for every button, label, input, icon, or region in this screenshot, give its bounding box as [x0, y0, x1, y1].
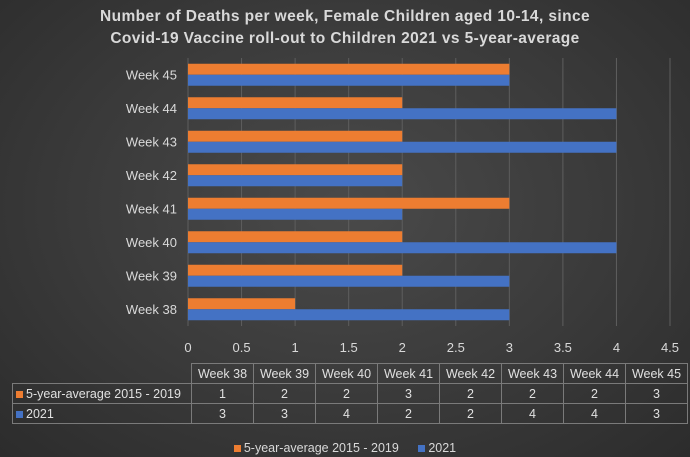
bar [188, 197, 510, 209]
data-table-cell: 3 [377, 383, 440, 404]
legend-item-2021: 2021 [418, 441, 456, 455]
chart-title: Number of Deaths per week, Female Childr… [0, 6, 690, 50]
bar [188, 141, 617, 153]
y-category-label: Week 41 [126, 201, 177, 216]
legend-swatch [233, 445, 241, 453]
data-table-cell: 2 [439, 383, 502, 404]
x-tick-label: 0.5 [233, 340, 251, 355]
legend-label: 2021 [428, 441, 457, 455]
y-category-label: Week 44 [126, 101, 177, 116]
chart-title-line-1: Number of Deaths per week, Female Childr… [99, 8, 591, 25]
bar [188, 130, 403, 142]
chart-legend: 5-year-average 2015 - 2019 2021 [0, 441, 690, 455]
bar [188, 97, 403, 109]
data-table-header: Week 43 [501, 363, 564, 384]
bar [188, 231, 403, 243]
bar [188, 164, 403, 176]
data-table-series-label: 5-year-average 2015 - 2019 [12, 383, 192, 404]
data-table-corner [12, 363, 192, 384]
data-table-cell: 4 [563, 403, 626, 424]
data-table-cell: 3 [625, 403, 688, 424]
x-tick-label: 0 [184, 340, 191, 355]
data-table-series-label: 2021 [12, 403, 192, 424]
x-tick-label: 3 [506, 340, 513, 355]
bar [188, 242, 617, 254]
data-table-cell: 3 [625, 383, 688, 404]
data-table-cell: 3 [191, 403, 254, 424]
bar [188, 175, 403, 187]
data-table-header: Week 39 [253, 363, 316, 384]
data-table-cell: 3 [253, 403, 316, 424]
data-table-header: Week 40 [315, 363, 378, 384]
chart-title-line-2: Covid-19 Vaccine roll-out to Children 20… [110, 30, 580, 47]
bar [188, 208, 403, 220]
data-table-header: Week 44 [563, 363, 626, 384]
bar [188, 74, 510, 86]
data-table-cell: 2 [439, 403, 502, 424]
y-category-label: Week 45 [126, 67, 177, 82]
legend-item-avg: 5-year-average 2015 - 2019 [233, 441, 399, 455]
x-tick-label: 4.5 [661, 340, 679, 355]
series-name-2021: 2021 [26, 406, 54, 421]
y-category-label: Week 38 [126, 302, 177, 317]
data-table-cell: 2 [501, 383, 564, 404]
data-table-row-avg: 5-year-average 2015 - 2019 1 2 2 3 2 2 2… [12, 383, 688, 404]
data-table-header: Week 38 [191, 363, 254, 384]
x-tick-label: 3.5 [554, 340, 572, 355]
y-category-label: Week 39 [126, 268, 177, 283]
x-tick-label: 4 [613, 340, 620, 355]
data-table-header: Week 42 [439, 363, 502, 384]
bar [188, 264, 403, 276]
x-tick-label: 1.5 [340, 340, 358, 355]
legend-swatch-2021 [16, 410, 23, 418]
y-category-label: Week 43 [126, 134, 177, 149]
bar [188, 298, 296, 310]
data-table-row-2021: 2021 3 3 4 2 2 4 4 3 [12, 403, 688, 424]
series-name-avg: 5-year-average 2015 - 2019 [26, 386, 181, 401]
data-table-cell: 1 [191, 383, 254, 404]
legend-swatch-avg [16, 390, 23, 398]
data-table-header: Week 41 [377, 363, 440, 384]
bar [188, 275, 510, 287]
data-table-header: Week 45 [625, 363, 688, 384]
legend-label: 5-year-average 2015 - 2019 [243, 441, 399, 455]
data-table-cell: 2 [563, 383, 626, 404]
bar [188, 63, 510, 75]
data-table-cell: 2 [315, 383, 378, 404]
data-table: Week 38 Week 39 Week 40 Week 41 Week 42 … [12, 363, 688, 424]
x-tick-label: 1 [291, 340, 298, 355]
legend-swatch [418, 445, 426, 453]
data-table-cell: 4 [501, 403, 564, 424]
x-tick-label: 2.5 [447, 340, 465, 355]
data-table-cell: 2 [377, 403, 440, 424]
data-table-cell: 4 [315, 403, 378, 424]
data-table-cell: 2 [253, 383, 316, 404]
bar [188, 108, 617, 120]
y-category-label: Week 40 [126, 235, 177, 250]
y-category-label: Week 42 [126, 168, 177, 183]
x-tick-label: 2 [399, 340, 406, 355]
data-table-header-row: Week 38 Week 39 Week 40 Week 41 Week 42 … [12, 363, 688, 384]
bar [188, 309, 510, 321]
